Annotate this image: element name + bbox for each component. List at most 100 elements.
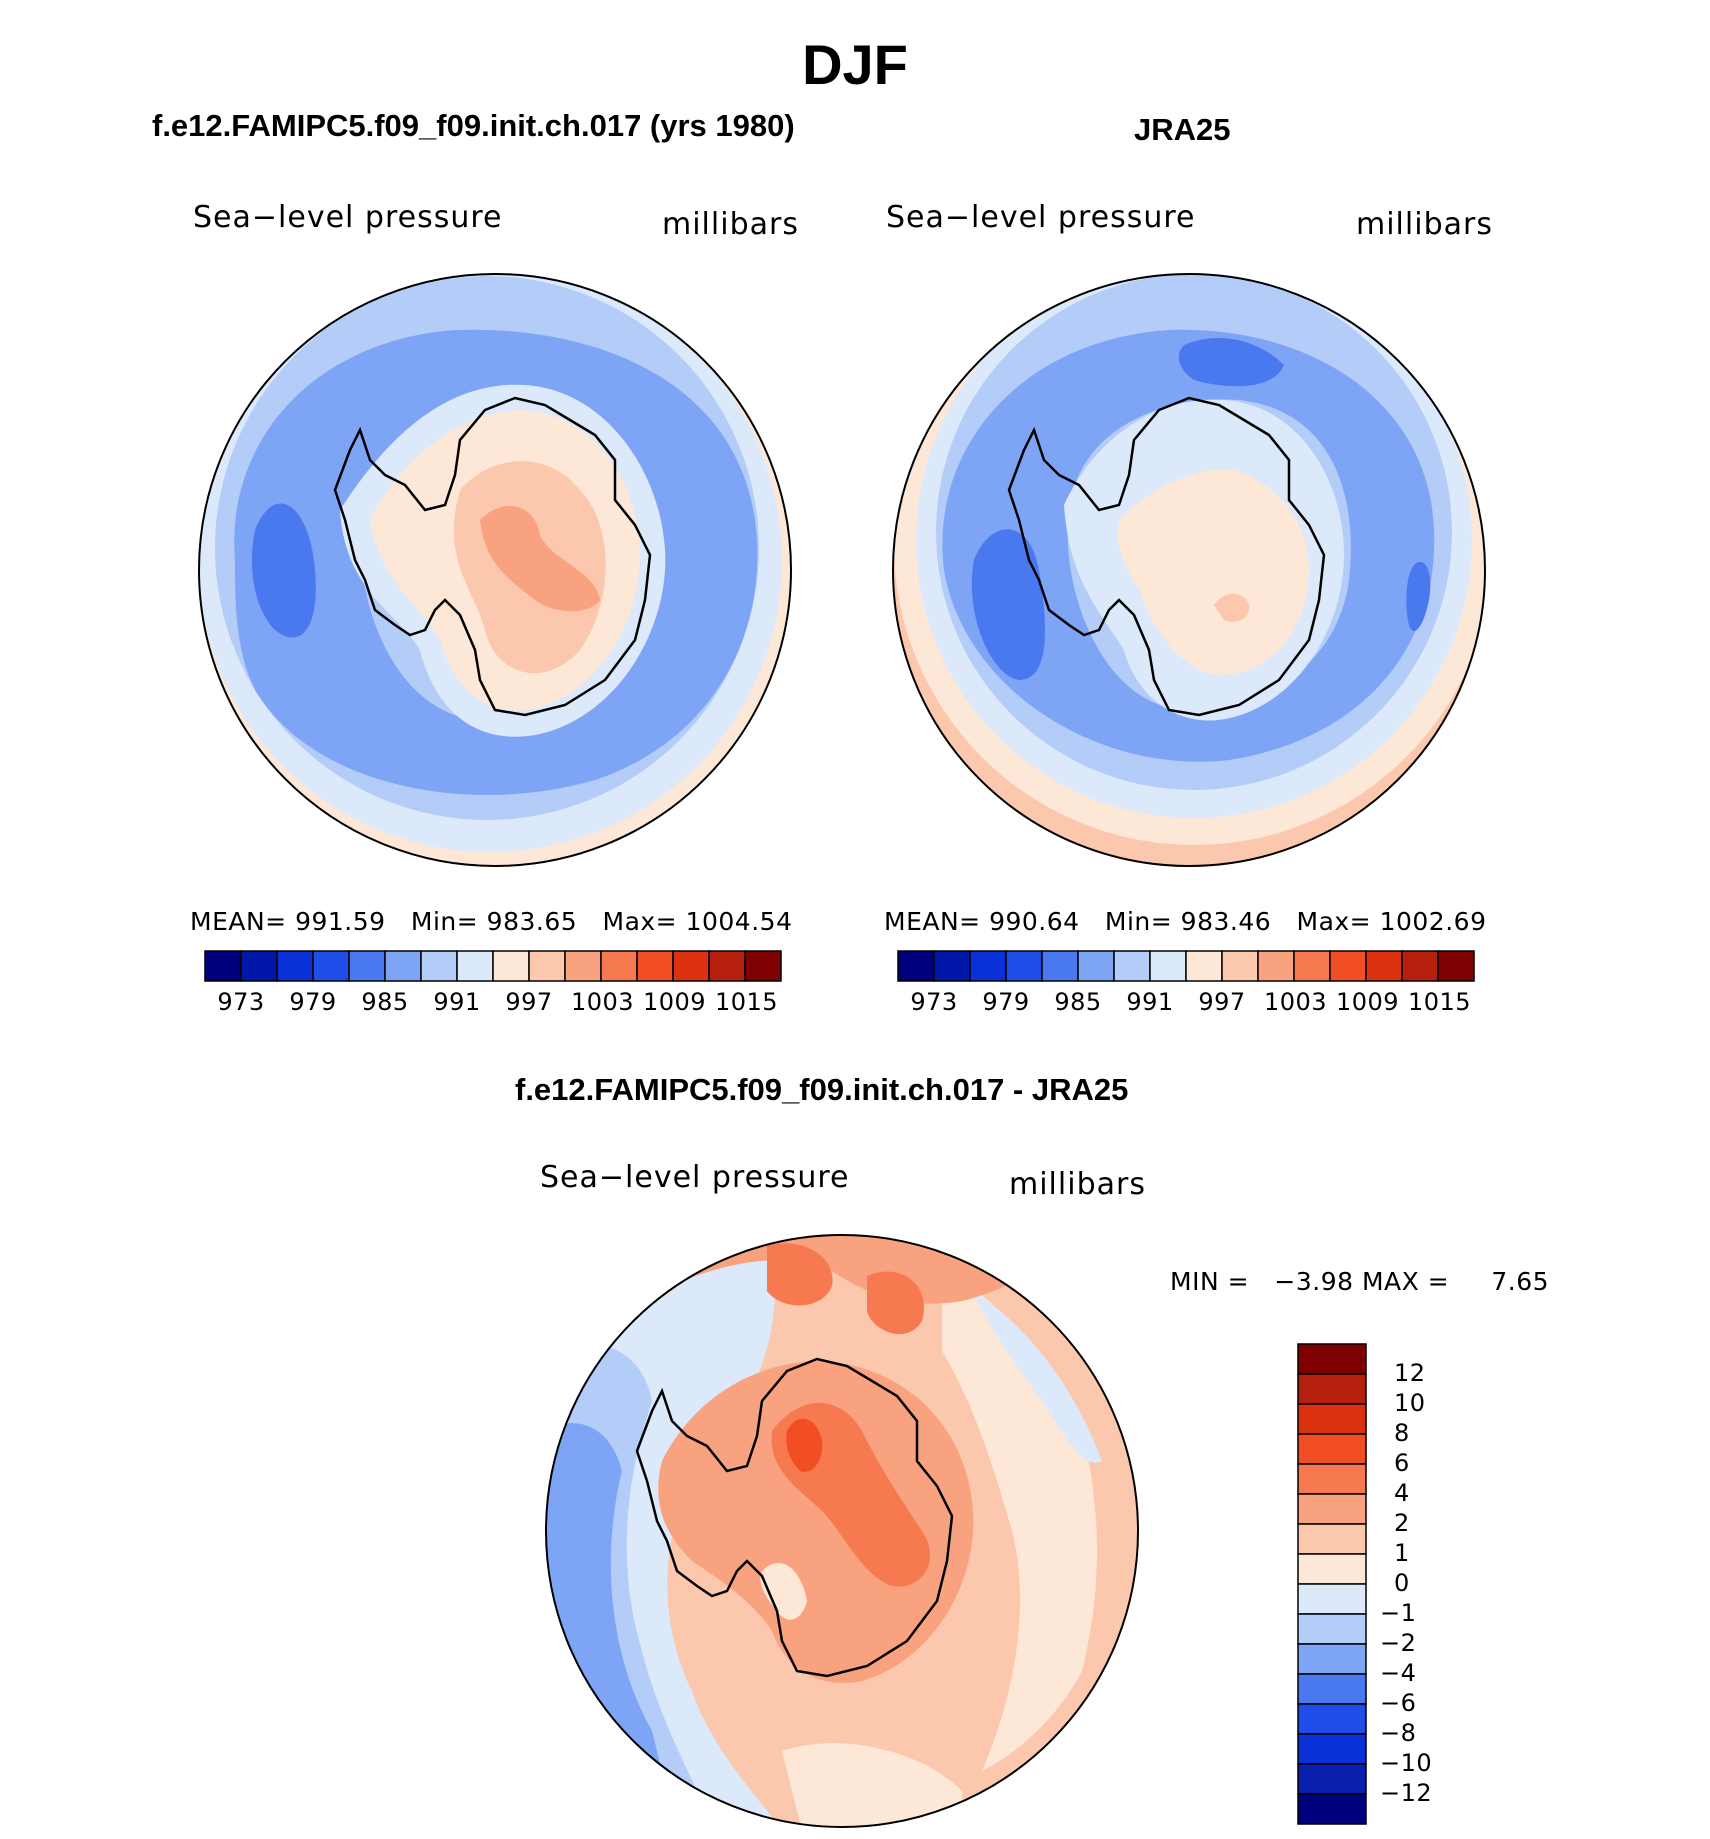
difference-colorbar-box bbox=[1297, 1793, 1367, 1825]
panel-1-min-label: Min= bbox=[410, 907, 479, 936]
difference-colorbar-tick-label: −1 bbox=[1380, 1599, 1417, 1627]
panel-1-colorbar-ticks: 973 979 985 991 997 1003 1009 1015 bbox=[205, 988, 781, 1018]
panel-2-colorbar-ticks: 973 979 985 991 997 1003 1009 1015 bbox=[898, 988, 1474, 1018]
panel-1-colorbar-tick-label: 979 bbox=[289, 988, 337, 1016]
difference-east-neg bbox=[972, 1291, 1102, 1463]
difference-colorbar-box bbox=[1297, 1643, 1367, 1675]
difference-colorbar-tick-label: −4 bbox=[1380, 1659, 1417, 1687]
main-title: DJF bbox=[802, 33, 908, 96]
panel-2-colorbar-tick-label: 1003 bbox=[1264, 988, 1328, 1016]
panel-1-colorbar-tick-label: 997 bbox=[505, 988, 553, 1016]
panel-1-stats: MEAN= 991.59 Min= 983.65 Max= 1004.54 bbox=[190, 907, 792, 936]
difference-colorbar-box bbox=[1297, 1343, 1367, 1375]
difference-colorbar-tick-label: −6 bbox=[1380, 1689, 1417, 1717]
panel-2-colorbar-box bbox=[1437, 950, 1475, 982]
difference-min-value: −3.98 bbox=[1274, 1267, 1354, 1296]
panel-2-map-border bbox=[892, 273, 1486, 867]
panel-1-colorbar bbox=[204, 950, 782, 982]
difference-colorbar-box bbox=[1297, 1403, 1367, 1435]
panel-2-title: JRA25 bbox=[1134, 112, 1231, 147]
panel-2-deep-low-east bbox=[1406, 561, 1431, 631]
difference-colorbar-box bbox=[1297, 1433, 1367, 1465]
difference-north-peak bbox=[767, 1243, 833, 1306]
panel-1-antarctic-peak bbox=[480, 505, 600, 612]
difference-colorbar-tick-label: 1 bbox=[1394, 1539, 1410, 1567]
difference-colorbar-box bbox=[1297, 1523, 1367, 1555]
panel-2-colorbar-tick-label: 979 bbox=[982, 988, 1030, 1016]
panel-1-colorbar-box bbox=[204, 950, 242, 982]
difference-colorbar-box bbox=[1297, 1673, 1367, 1705]
difference-colorbar-tick-label: −10 bbox=[1380, 1749, 1433, 1777]
difference-colorbar-box bbox=[1297, 1613, 1367, 1645]
panel-2-colorbar-box bbox=[1365, 950, 1403, 982]
panel-2-stats: MEAN= 990.64 Min= 983.46 Max= 1002.69 bbox=[884, 907, 1486, 936]
difference-map bbox=[545, 1234, 1139, 1828]
panel-1-colorbar-box bbox=[708, 950, 746, 982]
panel-1-mean-label: MEAN= bbox=[190, 907, 287, 936]
panel-1-colorbar-box bbox=[384, 950, 422, 982]
panel-1-colorbar-tick-label: 985 bbox=[361, 988, 409, 1016]
panel-2-colorbar-box bbox=[1077, 950, 1115, 982]
panel-1-colorbar-box bbox=[240, 950, 278, 982]
difference-colorbar-tick-label: 4 bbox=[1394, 1479, 1410, 1507]
panel-2-colorbar-tick-label: 991 bbox=[1126, 988, 1174, 1016]
panel-2-colorbar-box bbox=[1185, 950, 1223, 982]
panel-1-colorbar-tick-label: 1003 bbox=[571, 988, 635, 1016]
difference-colorbar-box bbox=[1297, 1703, 1367, 1735]
panel-2-colorbar-tick-label: 973 bbox=[910, 988, 958, 1016]
panel-2-map bbox=[892, 273, 1486, 867]
panel-2-units-label: millibars bbox=[1356, 207, 1493, 242]
difference-colorbar-box bbox=[1297, 1763, 1367, 1795]
panel-2-colorbar-box bbox=[1257, 950, 1295, 982]
difference-colorbar-tick-label: 2 bbox=[1394, 1509, 1410, 1537]
difference-colorbar-tick-label: 6 bbox=[1394, 1449, 1410, 1477]
difference-peninsula-low bbox=[760, 1562, 807, 1620]
panel-1-deep-low bbox=[251, 503, 316, 638]
difference-colorbar-box bbox=[1297, 1493, 1367, 1525]
difference-units-label: millibars bbox=[1009, 1167, 1146, 1202]
panel-1-colorbar-tick-label: 1009 bbox=[643, 988, 707, 1016]
panel-2-max-value: 1002.69 bbox=[1379, 907, 1487, 936]
panel-2-colorbar-tick-label: 1015 bbox=[1408, 988, 1472, 1016]
panel-2-low-ring bbox=[942, 329, 1435, 762]
difference-map-border bbox=[545, 1234, 1139, 1828]
difference-colorbar-tick-label: 12 bbox=[1394, 1359, 1426, 1387]
panel-2-variable-label: Sea−level pressure bbox=[886, 200, 1196, 235]
panel-2-coastline bbox=[1007, 396, 1326, 717]
panel-2-colorbar-box bbox=[1113, 950, 1151, 982]
difference-colorbar-tick-label: −12 bbox=[1380, 1779, 1433, 1807]
panel-2-min-value: 983.46 bbox=[1180, 907, 1272, 936]
panel-2-colorbar-box bbox=[933, 950, 971, 982]
difference-antarctic-peak bbox=[786, 1418, 823, 1472]
panel-2-colorbar-box bbox=[969, 950, 1007, 982]
panel-1-map bbox=[198, 273, 792, 867]
difference-colorbar-box bbox=[1297, 1583, 1367, 1615]
difference-colorbar-box bbox=[1297, 1553, 1367, 1585]
difference-colorbar bbox=[1297, 1343, 1367, 1825]
panel-1-map-border bbox=[198, 273, 792, 867]
panel-2-mean-label: MEAN= bbox=[884, 907, 981, 936]
difference-max-label: MAX = bbox=[1361, 1267, 1450, 1296]
panel-1-colorbar-box bbox=[456, 950, 494, 982]
difference-max-value: 7.65 bbox=[1491, 1267, 1550, 1296]
difference-colorbar-box bbox=[1297, 1373, 1367, 1405]
panel-1-colorbar-box bbox=[564, 950, 602, 982]
panel-2-min-label: Min= bbox=[1104, 907, 1173, 936]
difference-colorbar-box bbox=[1297, 1733, 1367, 1765]
difference-min-label: MIN = bbox=[1170, 1267, 1250, 1296]
panel-2-deep-low-west bbox=[971, 529, 1045, 680]
panel-1-max-label: Max= bbox=[602, 907, 678, 936]
panel-2-colorbar bbox=[897, 950, 1475, 982]
panel-1-colorbar-box bbox=[672, 950, 710, 982]
difference-colorbar-tick-label: −2 bbox=[1380, 1629, 1417, 1657]
difference-title: f.e12.FAMIPC5.f09_f09.init.ch.017 - JRA2… bbox=[515, 1072, 1129, 1107]
difference-minmax: MIN = −3.98 MAX = 7.65 bbox=[1170, 1267, 1549, 1296]
panel-1-colorbar-box bbox=[348, 950, 386, 982]
difference-southeast-zero bbox=[782, 1743, 962, 1827]
difference-antarctic-pos bbox=[658, 1361, 974, 1683]
panel-2-colorbar-tick-label: 997 bbox=[1198, 988, 1246, 1016]
difference-variable-label: Sea−level pressure bbox=[540, 1160, 850, 1195]
panel-2-antarctic-high bbox=[1117, 469, 1309, 675]
difference-colorbar-tick-label: 8 bbox=[1394, 1419, 1410, 1447]
difference-colorbar-tick-label: −8 bbox=[1380, 1719, 1417, 1747]
